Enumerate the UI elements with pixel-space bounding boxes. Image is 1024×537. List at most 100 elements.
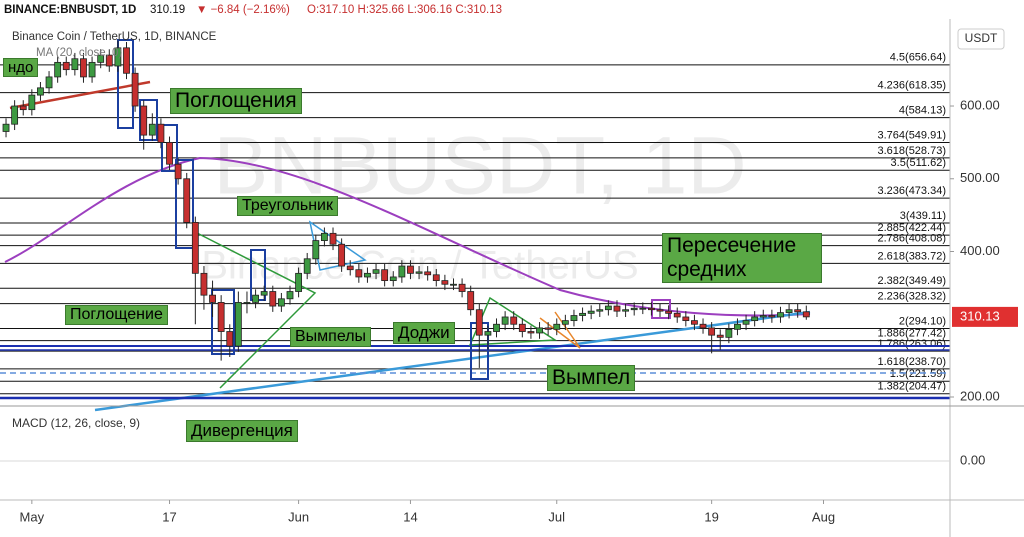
annotation: Вымпелы xyxy=(290,327,372,348)
candle-body xyxy=(407,265,414,274)
candle-body xyxy=(157,123,165,143)
candle-body xyxy=(398,265,406,278)
candle-body xyxy=(725,328,733,338)
candle-body xyxy=(234,302,242,347)
fib-label: 1.5(221.59) xyxy=(890,368,946,380)
candle-body xyxy=(381,269,389,282)
annotation: Доджи xyxy=(393,322,455,344)
candle-body xyxy=(656,309,664,312)
candle-body xyxy=(510,316,518,325)
fib-label: 4.236(618.35) xyxy=(878,80,947,92)
annotation: Пересечение средних xyxy=(662,233,822,284)
candle-body xyxy=(734,323,741,330)
candle-body xyxy=(338,243,346,267)
candle-body xyxy=(37,87,44,96)
candle-body xyxy=(62,61,70,71)
candle-body xyxy=(320,232,328,241)
currency[interactable]: USDT xyxy=(965,31,998,45)
macd-tick: 0.00 xyxy=(960,452,985,467)
candle-body xyxy=(475,309,483,336)
candle-body xyxy=(346,265,354,271)
candle-body xyxy=(647,307,655,311)
fib-label: 2.236(328.32) xyxy=(878,291,947,303)
indicator-label: MA (20, close, 0) xyxy=(36,47,122,59)
candle-body xyxy=(785,309,793,314)
candle-body xyxy=(329,232,337,245)
candle-body xyxy=(432,274,440,282)
candle-body xyxy=(450,283,457,286)
candle-body xyxy=(691,320,698,325)
candle-body xyxy=(794,309,802,313)
candle-body xyxy=(148,123,156,136)
candle-body xyxy=(2,123,10,132)
candle-body xyxy=(123,47,130,74)
candle-body xyxy=(604,305,612,311)
legend-title: Binance Coin / TetherUS, 1D, BINANCE xyxy=(12,31,217,43)
annotation: Поглощения xyxy=(170,88,302,115)
fib-label: 3.236(473.34) xyxy=(878,185,947,197)
candle-body xyxy=(613,305,621,312)
y-tick-label: 200.00 xyxy=(960,388,1000,403)
candle-body xyxy=(424,271,432,276)
x-tick-label: Aug xyxy=(812,509,835,524)
header-bar xyxy=(0,0,1024,19)
x-tick-label: 17 xyxy=(162,509,176,524)
candle-body xyxy=(441,280,449,285)
candle-body xyxy=(501,316,509,325)
candle-body xyxy=(716,334,724,338)
candle-body xyxy=(768,315,776,318)
fib-label: 1.618(238.70) xyxy=(878,356,947,368)
candle-body xyxy=(54,61,62,78)
fib-label: 4.5(656.64) xyxy=(890,52,946,64)
candle-body xyxy=(587,310,595,314)
candle-body xyxy=(364,272,371,278)
candle-body xyxy=(252,294,259,303)
candle-body xyxy=(286,291,294,300)
candle-body xyxy=(708,327,716,336)
fib-label: 2(294.10) xyxy=(899,315,946,327)
candle-body xyxy=(45,76,53,89)
x-tick-label: Jul xyxy=(548,509,565,524)
candle-body xyxy=(97,54,105,63)
fib-label: 3.5(511.62) xyxy=(891,157,946,169)
fib-label: 2.786(408.08) xyxy=(878,233,947,245)
candle-body xyxy=(312,240,320,260)
candle-body xyxy=(166,141,173,165)
candle-body xyxy=(243,302,251,304)
candle-body xyxy=(493,323,500,332)
candle-body xyxy=(200,272,208,296)
candle-body xyxy=(71,58,79,71)
fib-label: 1.382(204.47) xyxy=(878,381,947,393)
currency-box[interactable] xyxy=(957,28,1005,50)
candle-body xyxy=(759,315,767,318)
fib-label: 3(439.11) xyxy=(900,210,946,222)
fib-levels: 4.5(656.64) 4.236(618.35) 4(584.13) 3.764(5… xyxy=(0,52,950,395)
watermark-sub: Binance Coin / TetherUS xyxy=(201,244,638,288)
candle-body xyxy=(527,331,535,334)
candle-body xyxy=(682,316,690,322)
x-tick-label: Jun xyxy=(288,509,309,524)
fib-label: 3.764(549.91) xyxy=(878,129,947,141)
candle-body xyxy=(209,294,216,303)
candle-body xyxy=(561,320,569,325)
candles xyxy=(2,40,810,368)
candle-body xyxy=(226,331,234,347)
candle-body xyxy=(467,291,475,311)
axes: 600.00 500.00 400.00 200.00 May 17 Jun 14 Jul 19 A… xyxy=(20,97,1018,524)
candle-body xyxy=(174,163,182,180)
last-price: 310.19 xyxy=(150,4,185,16)
candle-body xyxy=(260,291,268,296)
annotation: Вымпел xyxy=(547,365,636,392)
change: ▼ −6.84 (−2.16%) xyxy=(196,4,290,16)
fib-label: 4(584.13) xyxy=(899,104,946,116)
candle-body xyxy=(673,312,681,318)
candle-body xyxy=(295,272,303,292)
y-tick-label: 600.00 xyxy=(960,97,1000,112)
candle-body xyxy=(484,331,492,336)
candle-body xyxy=(742,320,750,325)
candle-body xyxy=(183,178,191,223)
candle-body xyxy=(665,310,673,314)
fib-label: 2.618(383.72) xyxy=(878,250,947,262)
symbol: BINANCE:BNBUSDT, 1D xyxy=(4,4,136,16)
